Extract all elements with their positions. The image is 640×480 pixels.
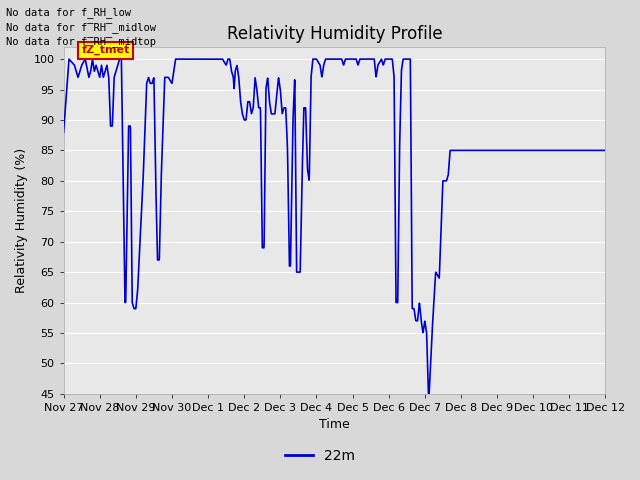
Text: No data for f_RH_low: No data for f_RH_low — [6, 7, 131, 18]
Text: No data for f̅RH̅_midtop: No data for f̅RH̅_midtop — [6, 36, 156, 47]
Text: No data for f̅RH̅_midlow: No data for f̅RH̅_midlow — [6, 22, 156, 33]
Title: Relativity Humidity Profile: Relativity Humidity Profile — [227, 24, 442, 43]
Legend: 22m: 22m — [280, 443, 360, 468]
Text: fZ_tmet: fZ_tmet — [82, 45, 130, 55]
X-axis label: Time: Time — [319, 419, 350, 432]
Y-axis label: Relativity Humidity (%): Relativity Humidity (%) — [15, 148, 28, 293]
